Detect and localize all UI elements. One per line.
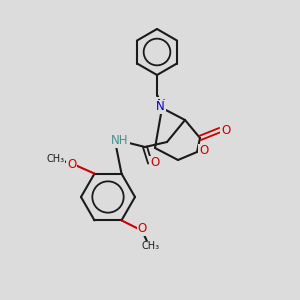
Text: O: O <box>200 145 208 158</box>
Text: CH₃: CH₃ <box>141 242 160 251</box>
Text: O: O <box>138 222 147 235</box>
Text: CH₃: CH₃ <box>46 154 64 164</box>
Text: O: O <box>150 157 160 169</box>
Text: NH: NH <box>111 134 129 148</box>
Text: N: N <box>156 100 164 113</box>
Text: O: O <box>221 124 231 136</box>
Text: O: O <box>67 158 76 171</box>
Text: N: N <box>157 98 165 110</box>
